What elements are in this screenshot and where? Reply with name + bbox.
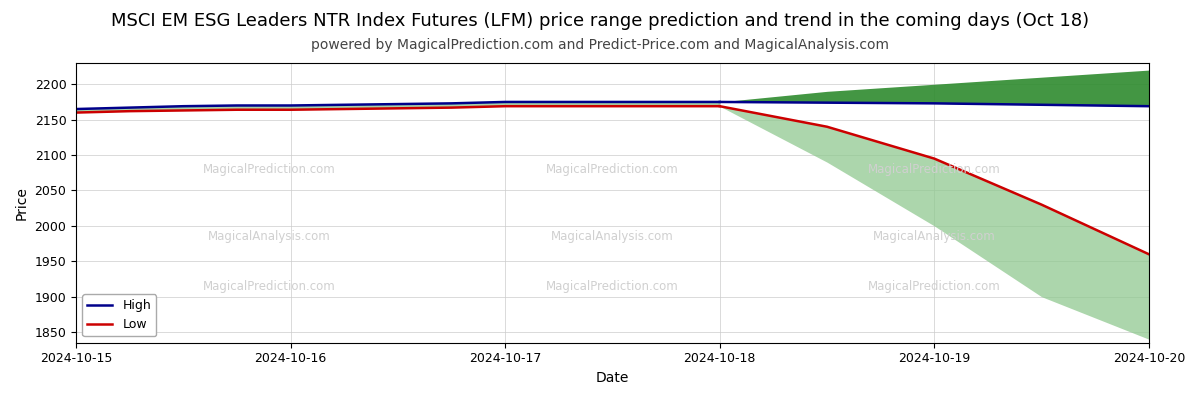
Low — [498, 104, 512, 108]
Low — [68, 110, 83, 115]
Text: MagicalAnalysis.com: MagicalAnalysis.com — [872, 230, 996, 243]
High — [444, 101, 458, 106]
Low — [659, 104, 673, 108]
Text: MagicalPrediction.com: MagicalPrediction.com — [203, 280, 336, 293]
Text: MagicalPrediction.com: MagicalPrediction.com — [546, 163, 679, 176]
Low — [713, 104, 727, 108]
Y-axis label: Price: Price — [14, 186, 29, 220]
Low — [444, 105, 458, 110]
X-axis label: Date: Date — [595, 371, 629, 385]
Low — [605, 104, 619, 108]
Low — [230, 107, 245, 112]
Low — [552, 104, 566, 108]
High — [552, 100, 566, 104]
High — [605, 100, 619, 104]
Low — [176, 108, 191, 113]
Text: MagicalAnalysis.com: MagicalAnalysis.com — [208, 230, 331, 243]
Text: MagicalAnalysis.com: MagicalAnalysis.com — [551, 230, 674, 243]
High — [337, 102, 352, 107]
High — [713, 100, 727, 104]
High — [391, 102, 406, 106]
Text: powered by MagicalPrediction.com and Predict-Price.com and MagicalAnalysis.com: powered by MagicalPrediction.com and Pre… — [311, 38, 889, 52]
Text: MSCI EM ESG Leaders NTR Index Futures (LFM) price range prediction and trend in : MSCI EM ESG Leaders NTR Index Futures (L… — [110, 12, 1090, 30]
Line: Low: Low — [76, 106, 720, 112]
Text: MagicalPrediction.com: MagicalPrediction.com — [868, 163, 1001, 176]
Low — [283, 107, 298, 112]
Low — [122, 109, 137, 114]
High — [68, 107, 83, 112]
Text: MagicalPrediction.com: MagicalPrediction.com — [203, 163, 336, 176]
High — [122, 105, 137, 110]
Text: MagicalPrediction.com: MagicalPrediction.com — [546, 280, 679, 293]
Legend: High, Low: High, Low — [83, 294, 156, 336]
Text: MagicalPrediction.com: MagicalPrediction.com — [868, 280, 1001, 293]
Line: High: High — [76, 102, 720, 109]
High — [176, 104, 191, 108]
High — [230, 103, 245, 108]
Low — [337, 107, 352, 112]
Low — [391, 106, 406, 111]
High — [498, 100, 512, 104]
High — [283, 103, 298, 108]
High — [659, 100, 673, 104]
